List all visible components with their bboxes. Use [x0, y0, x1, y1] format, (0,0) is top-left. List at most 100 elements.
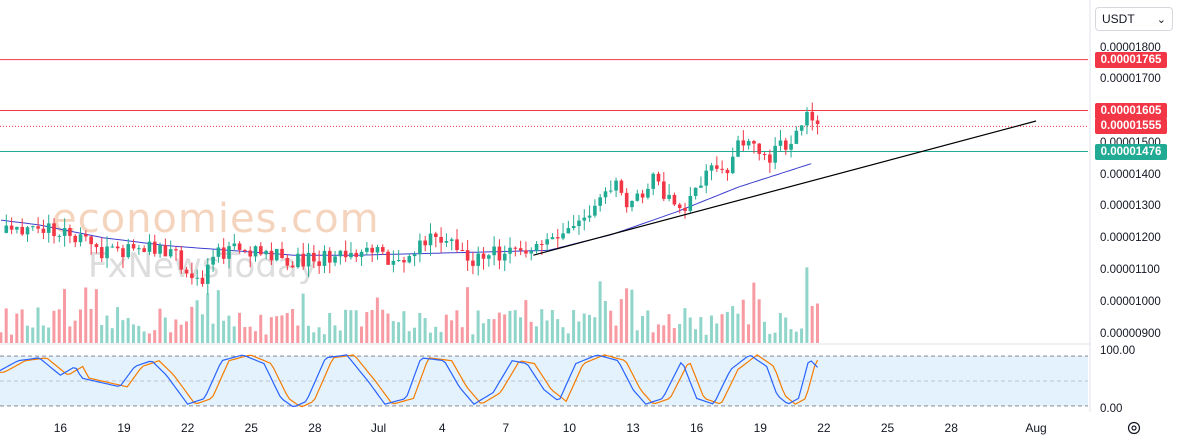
candle-body [508, 247, 512, 254]
volume-bar [667, 314, 671, 343]
volume-bar [534, 326, 538, 343]
volume-bar [333, 325, 337, 343]
volume-bar [428, 332, 432, 343]
candle-body [693, 187, 698, 196]
volume-bar [699, 317, 703, 343]
volume-bar [338, 330, 342, 343]
candle-body [280, 248, 284, 259]
volume-bar [328, 312, 332, 343]
volume-bar [566, 333, 570, 343]
candle-body [794, 130, 799, 144]
volume-bar [386, 313, 390, 343]
volume-bar [561, 327, 565, 343]
candle-body [423, 240, 427, 246]
volume-bar [131, 324, 135, 343]
candle-body [163, 245, 168, 257]
currency-selector[interactable]: USDT ⌄ [1095, 7, 1173, 31]
candle-body [375, 247, 380, 253]
volume-bar [635, 330, 639, 343]
volume-bar [243, 327, 247, 343]
volume-bar [365, 312, 369, 343]
candle-body [327, 250, 332, 263]
candle-body [640, 193, 645, 198]
volume-bar [625, 288, 629, 343]
candle-body [518, 248, 523, 251]
volume-bar [89, 308, 93, 343]
candle-body [105, 246, 109, 259]
candle-body [444, 240, 449, 243]
volume-bar [407, 331, 411, 343]
candle-body [200, 277, 205, 284]
volume-bar [646, 310, 650, 343]
candle-body [736, 140, 740, 157]
volume-bar [757, 299, 761, 343]
candle-body [725, 169, 730, 174]
time-axis-tick: 13 [626, 421, 640, 435]
volume-bar [450, 320, 454, 343]
volume-bar [688, 317, 692, 343]
candle-body [243, 249, 247, 251]
candle-body [656, 173, 661, 182]
volume-bar [476, 310, 480, 343]
candle-body [449, 239, 454, 241]
candle-body [338, 250, 343, 257]
candle-body [31, 226, 35, 228]
time-axis-tick: 16 [53, 421, 68, 435]
volume-bar [121, 320, 125, 343]
candle-body [232, 243, 237, 247]
volume-bar [736, 313, 740, 343]
volume-bar [253, 331, 257, 343]
volume-bar [731, 306, 735, 343]
candle-body [582, 217, 587, 221]
gear-icon[interactable] [1126, 420, 1142, 436]
volume-bar [720, 314, 724, 343]
candle-body [598, 197, 602, 206]
volume-bar [381, 309, 385, 343]
candle-body [221, 247, 226, 259]
candle-body [741, 140, 746, 146]
time-axis-tick: 25 [880, 421, 895, 435]
volume-bar [556, 319, 560, 343]
candle-body [68, 228, 72, 236]
volume-bar [206, 293, 210, 343]
volume-bar [805, 267, 809, 343]
candle-body [545, 239, 549, 245]
candle-body [36, 226, 40, 229]
volume-bar [312, 332, 316, 343]
candle-body [237, 243, 242, 250]
candle-body [699, 185, 703, 188]
candle-body [9, 225, 14, 230]
candle-body [815, 120, 820, 125]
volume-bar [651, 332, 655, 343]
volume-bar [248, 326, 252, 343]
volume-bar [190, 306, 194, 343]
candle-body [115, 246, 120, 249]
volume-bar [815, 303, 819, 343]
volume-bar [434, 326, 438, 343]
volume-bar [794, 331, 798, 343]
candle-body [365, 247, 369, 252]
currency-selector-value: USDT [1102, 12, 1135, 26]
volume-bar [291, 308, 295, 343]
candle-body [571, 225, 576, 229]
volume-bar [694, 329, 698, 343]
volume-bar [216, 290, 220, 343]
candle-body [783, 140, 788, 150]
volume-bar [285, 313, 289, 343]
candle-body [227, 246, 231, 259]
volume-bar [704, 334, 708, 343]
volume-bar [25, 325, 29, 343]
volume-bar [126, 318, 130, 343]
candle-body [248, 250, 253, 257]
volume-bar [487, 319, 491, 343]
volume-bar [715, 323, 719, 343]
time-axis-tick: 19 [117, 421, 131, 435]
volume-bar [116, 307, 120, 343]
candle-body [709, 165, 714, 171]
volume-bar [169, 332, 173, 343]
volume-bar [810, 305, 814, 343]
candle-body [746, 141, 751, 146]
volume-bar [402, 311, 406, 343]
volume-bar [656, 324, 660, 343]
